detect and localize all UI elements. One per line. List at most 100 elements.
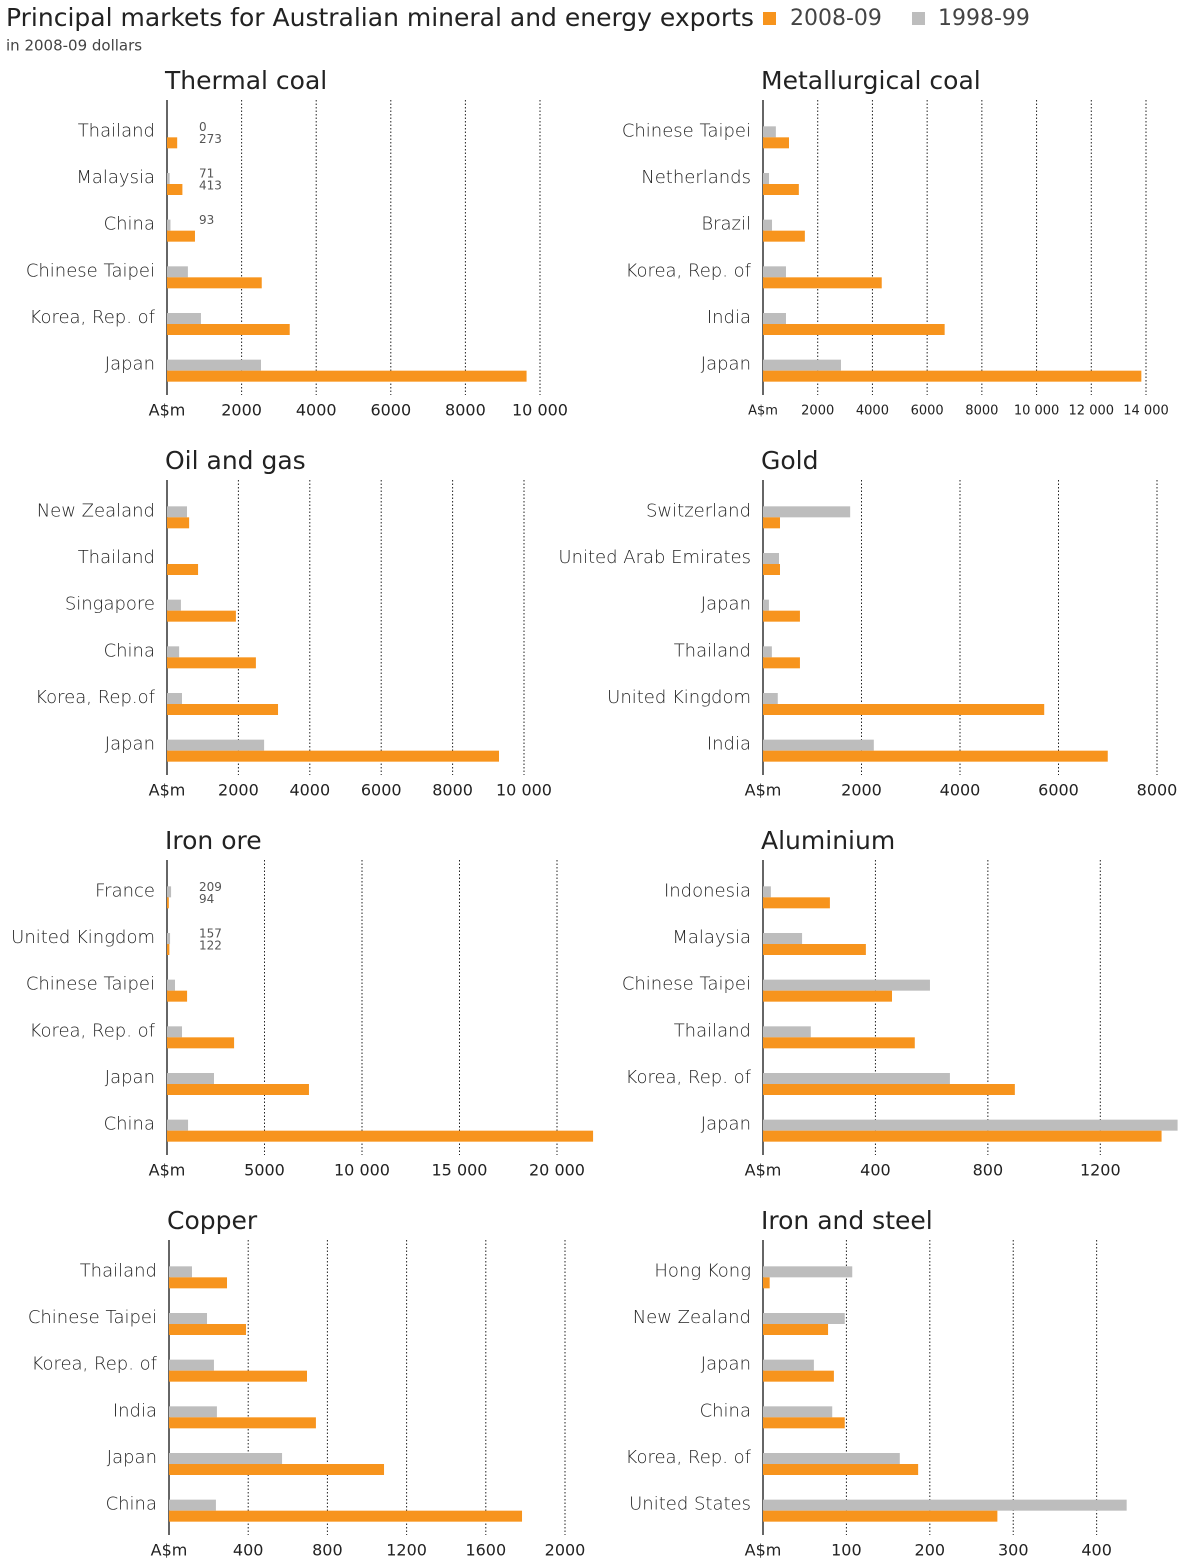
bar bbox=[167, 1026, 183, 1038]
bar bbox=[167, 517, 190, 529]
bar bbox=[763, 1359, 814, 1371]
bar bbox=[169, 1499, 216, 1511]
x-tick-label: 6000 bbox=[370, 401, 411, 420]
bar bbox=[763, 277, 882, 289]
category-label: China bbox=[700, 1400, 751, 1421]
bar bbox=[167, 1119, 189, 1131]
x-tick-label: 12 000 bbox=[1069, 404, 1115, 419]
panel-title: Oil and gas bbox=[165, 446, 306, 475]
x-tick-label: A$m bbox=[151, 1541, 188, 1560]
bar bbox=[167, 1130, 594, 1142]
bar bbox=[763, 693, 778, 704]
bar bbox=[763, 553, 780, 564]
category-label: Japan bbox=[107, 1447, 157, 1468]
bar bbox=[763, 184, 799, 195]
bar bbox=[169, 1359, 214, 1371]
category-label: Thailand bbox=[674, 640, 751, 661]
bar bbox=[169, 1324, 247, 1335]
legend-label: 2008-09 bbox=[790, 6, 882, 31]
bar bbox=[763, 1084, 1015, 1095]
bar bbox=[763, 506, 851, 518]
x-tick-label: 10 000 bbox=[496, 781, 552, 800]
x-tick-label: 6000 bbox=[1038, 781, 1079, 800]
category-label: Indonesia bbox=[664, 880, 751, 901]
bar bbox=[167, 739, 265, 751]
category-label: China bbox=[104, 640, 155, 661]
legend-swatch bbox=[912, 12, 925, 25]
bar bbox=[763, 126, 776, 138]
category-label: Thailand bbox=[674, 1020, 751, 1041]
bar bbox=[763, 657, 800, 669]
category-label: New Zealand bbox=[37, 500, 155, 521]
page-title: Principal markets for Australian mineral… bbox=[6, 3, 754, 32]
category-label: France bbox=[95, 880, 155, 901]
bar bbox=[169, 1510, 523, 1522]
category-label: Thailand bbox=[78, 120, 155, 141]
category-label: Japan bbox=[105, 354, 155, 375]
legend-label: 1998-99 bbox=[938, 6, 1030, 31]
category-label: Brazil bbox=[701, 214, 751, 235]
bar bbox=[169, 1313, 208, 1324]
category-label: Korea, Rep.of bbox=[35, 687, 155, 708]
category-label: Korea, Rep. of bbox=[626, 1447, 752, 1468]
bar bbox=[167, 646, 180, 658]
x-tick-label: 4000 bbox=[856, 404, 889, 419]
bar bbox=[763, 1417, 845, 1429]
x-tick-label: 10 000 bbox=[512, 401, 568, 420]
x-tick-label: 2000 bbox=[221, 401, 262, 420]
category-label: China bbox=[104, 214, 155, 235]
x-tick-label: 800 bbox=[973, 1161, 1004, 1180]
x-tick-label: 2000 bbox=[218, 781, 259, 800]
bar bbox=[763, 1406, 833, 1418]
bar bbox=[167, 1037, 235, 1049]
bar bbox=[169, 1266, 192, 1278]
x-tick-label: 300 bbox=[998, 1541, 1029, 1560]
category-label: India bbox=[707, 734, 751, 755]
bar bbox=[167, 990, 188, 1002]
x-tick-label: 2000 bbox=[545, 1541, 586, 1560]
category-label: Japan bbox=[701, 594, 751, 615]
value-label: 209 bbox=[199, 880, 222, 894]
panel-title: Metallurgical coal bbox=[761, 66, 981, 95]
x-tick-label: A$m bbox=[748, 404, 778, 419]
panel-title: Iron and steel bbox=[761, 1206, 933, 1235]
bar bbox=[167, 886, 172, 898]
category-label: Korea, Rep. of bbox=[626, 1067, 752, 1088]
x-tick-label: 2000 bbox=[841, 781, 882, 800]
category-label: United Kingdom bbox=[607, 687, 751, 708]
bar bbox=[763, 1130, 1162, 1142]
panel-title: Iron ore bbox=[165, 826, 262, 855]
bar bbox=[763, 886, 771, 898]
bar bbox=[167, 933, 171, 944]
bar bbox=[169, 1464, 385, 1475]
bar bbox=[763, 1277, 770, 1289]
x-tick-label: 1200 bbox=[1080, 1161, 1121, 1180]
category-label: United States bbox=[629, 1494, 751, 1515]
bar bbox=[167, 1084, 309, 1095]
bar bbox=[763, 1073, 950, 1084]
category-label: United Arab Emirates bbox=[558, 547, 751, 568]
category-label: Thailand bbox=[80, 1260, 157, 1281]
bar bbox=[169, 1277, 228, 1289]
category-label: Chinese Taipei bbox=[622, 974, 751, 995]
bar bbox=[763, 990, 893, 1002]
bar bbox=[167, 370, 527, 382]
bar bbox=[763, 564, 780, 575]
bar bbox=[763, 1464, 919, 1475]
value-label: 0 bbox=[199, 120, 207, 134]
value-label: 157 bbox=[199, 927, 222, 941]
bar bbox=[167, 173, 170, 184]
x-tick-label: A$m bbox=[149, 1161, 186, 1180]
category-label: Chinese Taipei bbox=[28, 1307, 157, 1328]
bar bbox=[763, 1266, 853, 1278]
category-label: Japan bbox=[105, 1067, 155, 1088]
x-tick-label: 2000 bbox=[801, 404, 834, 419]
x-tick-label: 8000 bbox=[1137, 781, 1178, 800]
bar bbox=[763, 517, 780, 529]
bar bbox=[763, 1119, 1178, 1131]
category-label: Japan bbox=[701, 354, 751, 375]
bar bbox=[167, 979, 175, 991]
bar bbox=[169, 1417, 316, 1429]
category-label: Thailand bbox=[78, 547, 155, 568]
x-tick-label: 1600 bbox=[465, 1541, 506, 1560]
